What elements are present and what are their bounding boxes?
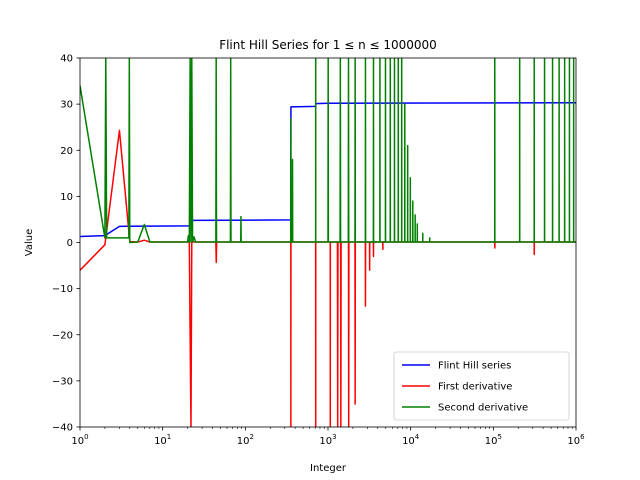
x-tick-label: 106 bbox=[567, 433, 585, 447]
x-axis: 100 101 102 103 104 105 106 bbox=[71, 427, 585, 447]
x-tick-label: 101 bbox=[154, 433, 171, 447]
x-tick-base: 10 bbox=[567, 436, 580, 447]
x-tick-exponent: 0 bbox=[84, 433, 88, 441]
legend: Flint Hill series First derivative Second … bbox=[393, 351, 570, 421]
x-tick-label: 103 bbox=[319, 433, 336, 447]
legend-label: Second derivative bbox=[438, 403, 528, 414]
x-tick-label: 104 bbox=[402, 433, 420, 447]
x-tick-base: 10 bbox=[402, 436, 415, 447]
legend-frame bbox=[393, 351, 570, 421]
x-tick-exponent: 5 bbox=[497, 433, 501, 441]
x-tick-base: 10 bbox=[154, 436, 167, 447]
y-tick-label: −20 bbox=[52, 330, 73, 341]
x-tick-exponent: 3 bbox=[332, 433, 336, 441]
x-tick-base: 10 bbox=[71, 436, 84, 447]
y-tick-label: 0 bbox=[67, 238, 73, 249]
series-layer bbox=[80, 58, 576, 427]
legend-label: First derivative bbox=[438, 382, 512, 393]
y-axis-label: Value bbox=[24, 229, 35, 256]
x-tick-label: 102 bbox=[237, 433, 254, 447]
x-axis-label: Integer bbox=[310, 463, 347, 474]
x-tick-exponent: 1 bbox=[167, 433, 171, 441]
x-tick-exponent: 6 bbox=[580, 433, 585, 441]
y-tick-label: 20 bbox=[60, 146, 73, 157]
chart-title: Flint Hill Series for 1 ≤ n ≤ 1000000 bbox=[219, 38, 437, 52]
y-tick-label: 40 bbox=[60, 54, 73, 65]
y-tick-label: 10 bbox=[60, 192, 73, 203]
x-tick-label: 105 bbox=[485, 433, 502, 447]
y-tick-label: −40 bbox=[52, 423, 73, 434]
x-tick-label: 100 bbox=[71, 433, 88, 447]
series-line-2 bbox=[80, 129, 576, 427]
y-tick-label: 30 bbox=[60, 100, 73, 111]
x-tick-exponent: 4 bbox=[415, 433, 420, 441]
x-tick-exponent: 2 bbox=[249, 433, 253, 441]
x-tick-base: 10 bbox=[485, 436, 498, 447]
y-tick-label: −30 bbox=[52, 376, 73, 387]
x-tick-base: 10 bbox=[237, 436, 250, 447]
series-line-3 bbox=[80, 58, 576, 244]
legend-label: Flint Hill series bbox=[438, 361, 511, 372]
y-axis: −40 −30 −20 −10 0 10 20 30 40 bbox=[52, 54, 80, 434]
x-tick-base: 10 bbox=[319, 436, 332, 447]
y-tick-label: −10 bbox=[52, 284, 73, 295]
